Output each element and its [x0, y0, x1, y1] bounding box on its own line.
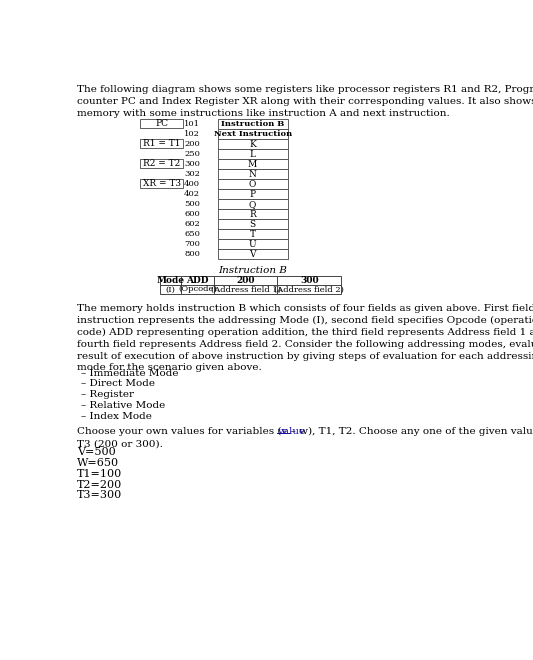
- Text: T3=300: T3=300: [77, 490, 122, 500]
- Text: (I): (I): [166, 285, 175, 294]
- FancyBboxPatch shape: [218, 189, 287, 199]
- Text: Instruction B: Instruction B: [221, 120, 284, 128]
- Text: XR = T3: XR = T3: [142, 179, 181, 188]
- FancyBboxPatch shape: [181, 276, 214, 294]
- Text: S: S: [249, 220, 256, 229]
- Text: N: N: [249, 170, 256, 179]
- Text: L: L: [249, 150, 256, 159]
- Text: 300: 300: [300, 276, 319, 284]
- Text: R1 = T1: R1 = T1: [143, 139, 180, 148]
- Text: – Immediate Mode: – Immediate Mode: [80, 369, 178, 378]
- Text: K: K: [249, 140, 256, 148]
- Text: Instruction B: Instruction B: [218, 265, 287, 275]
- Text: The following diagram shows some registers like processor registers R1 and R2, P: The following diagram shows some registe…: [77, 85, 533, 118]
- Text: 602: 602: [184, 220, 200, 228]
- Text: 200: 200: [237, 276, 255, 284]
- FancyBboxPatch shape: [277, 276, 341, 294]
- Text: W=650: W=650: [77, 458, 119, 468]
- Text: 500: 500: [184, 201, 200, 209]
- Text: – Register: – Register: [80, 390, 134, 399]
- Text: 400: 400: [184, 180, 200, 188]
- FancyBboxPatch shape: [218, 159, 287, 170]
- Text: 302: 302: [184, 170, 200, 178]
- FancyBboxPatch shape: [218, 129, 287, 139]
- Text: (Address field 1): (Address field 1): [211, 285, 281, 294]
- FancyBboxPatch shape: [218, 119, 287, 129]
- Text: T2=200: T2=200: [77, 480, 122, 490]
- Text: 300: 300: [184, 160, 200, 168]
- Text: Choose your own values for variables (v – w), T1, T2. Choose any one of the give: Choose your own values for variables (v …: [77, 427, 533, 448]
- FancyBboxPatch shape: [218, 219, 287, 230]
- Text: – Direct Mode: – Direct Mode: [80, 379, 155, 389]
- FancyBboxPatch shape: [140, 139, 183, 148]
- Text: 800: 800: [184, 250, 200, 258]
- Text: V=500: V=500: [77, 447, 116, 457]
- Text: Next Instruction: Next Instruction: [214, 130, 292, 138]
- FancyBboxPatch shape: [218, 230, 287, 240]
- Text: 102: 102: [184, 130, 200, 138]
- Text: (Address field 2): (Address field 2): [274, 285, 344, 294]
- FancyBboxPatch shape: [140, 119, 183, 128]
- FancyBboxPatch shape: [218, 249, 287, 259]
- Text: The memory holds instruction B which consists of four fields as given above. Fir: The memory holds instruction B which con…: [77, 304, 533, 372]
- Text: M: M: [248, 160, 257, 169]
- Text: 600: 600: [184, 211, 200, 218]
- FancyBboxPatch shape: [140, 159, 183, 168]
- Text: – Relative Mode: – Relative Mode: [80, 401, 165, 410]
- FancyBboxPatch shape: [218, 209, 287, 219]
- Text: T: T: [249, 230, 256, 239]
- FancyBboxPatch shape: [140, 180, 183, 188]
- Text: 101: 101: [184, 120, 200, 128]
- Text: P: P: [249, 190, 256, 199]
- Text: V: V: [249, 250, 256, 259]
- Text: PC: PC: [155, 119, 168, 128]
- Text: (Opcode): (Opcode): [178, 285, 217, 294]
- Text: T1=100: T1=100: [77, 469, 122, 478]
- Text: O: O: [249, 180, 256, 189]
- Text: – Index Mode: – Index Mode: [80, 412, 151, 421]
- Text: Mode: Mode: [157, 276, 184, 284]
- FancyBboxPatch shape: [214, 276, 277, 294]
- Text: Q: Q: [249, 200, 256, 209]
- FancyBboxPatch shape: [218, 170, 287, 180]
- Text: R: R: [249, 210, 256, 219]
- FancyBboxPatch shape: [159, 276, 181, 294]
- Text: 250: 250: [184, 150, 200, 158]
- Text: 650: 650: [184, 230, 200, 238]
- FancyBboxPatch shape: [218, 139, 287, 149]
- FancyBboxPatch shape: [218, 149, 287, 159]
- Text: ADD: ADD: [187, 276, 209, 284]
- Text: 402: 402: [184, 190, 200, 198]
- Text: R2 = T2: R2 = T2: [143, 159, 180, 168]
- FancyBboxPatch shape: [218, 199, 287, 209]
- FancyBboxPatch shape: [218, 180, 287, 189]
- Text: 700: 700: [184, 240, 200, 248]
- FancyBboxPatch shape: [218, 240, 287, 249]
- Text: U: U: [249, 240, 256, 249]
- Text: value: value: [277, 427, 305, 436]
- Text: 200: 200: [184, 141, 200, 148]
